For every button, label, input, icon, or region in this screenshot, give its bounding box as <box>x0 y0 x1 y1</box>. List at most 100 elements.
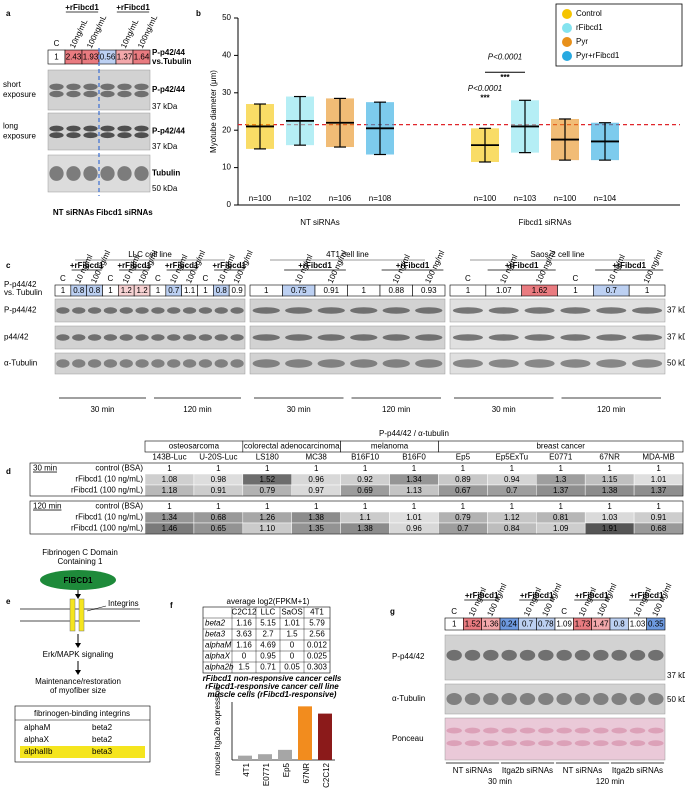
band <box>72 359 86 368</box>
n-label: n=106 <box>329 194 352 203</box>
band <box>350 307 378 314</box>
value: 0 <box>290 652 295 661</box>
integrin-name: beta2 <box>92 723 113 732</box>
band <box>632 307 663 314</box>
value: 1.52 <box>259 475 275 484</box>
ratio-value: 1.93 <box>83 53 99 62</box>
kda-label: 50 kDa <box>152 184 178 193</box>
ratio-value: 1 <box>466 286 471 295</box>
band <box>446 740 462 747</box>
group-label: NT siRNAs <box>53 208 95 217</box>
band <box>382 307 410 314</box>
value: 5.15 <box>260 619 276 628</box>
value: 1 <box>656 502 661 511</box>
ratio-value: 0.9 <box>232 286 244 295</box>
column-name: C2C12 <box>232 608 257 617</box>
value: 1 <box>461 464 466 473</box>
row-label: beta2 <box>205 619 226 628</box>
group-name: colorectal adenocarcinoma <box>244 442 340 451</box>
band <box>66 83 81 91</box>
ratio-value: 1.73 <box>575 620 591 629</box>
band <box>100 125 115 132</box>
kda-label: 37 kDa <box>667 671 685 680</box>
value: 1.18 <box>162 486 178 495</box>
band <box>135 359 149 368</box>
lane-label: 100ng/mL <box>136 13 159 50</box>
band <box>556 740 572 747</box>
y-tick-label: 30 <box>222 88 231 97</box>
band <box>501 727 517 734</box>
arrow-head <box>75 643 81 648</box>
band <box>574 740 591 747</box>
value: 0.67 <box>455 486 471 495</box>
value: 0.68 <box>211 513 227 522</box>
column-name: Ep5 <box>456 453 471 462</box>
band-label: Tubulin <box>152 169 180 178</box>
value: 0.98 <box>211 475 227 484</box>
band <box>83 83 98 91</box>
table-title: fibrinogen-binding integrins <box>34 709 130 718</box>
bar <box>318 713 332 760</box>
band <box>524 359 555 368</box>
value: 1.08 <box>162 475 178 484</box>
value: 0.96 <box>406 524 422 533</box>
ratio-value: 0.56 <box>100 53 116 62</box>
value: 0.05 <box>284 663 300 672</box>
band <box>593 649 609 661</box>
kda-label: 50 kDa <box>667 359 685 368</box>
value: 0.79 <box>259 486 275 495</box>
bar <box>238 755 252 760</box>
ratio-value: 1.62 <box>532 286 548 295</box>
legend-box <box>555 3 683 67</box>
band <box>452 359 483 368</box>
band <box>501 693 517 705</box>
row-label: rFibcd1 (100 ng/mL) <box>71 486 143 495</box>
block-title: 4T1 cell line <box>326 250 369 259</box>
lane-label: C <box>203 274 209 283</box>
blot <box>449 325 666 350</box>
rule <box>86 605 107 612</box>
band-label: P-p42/44 <box>152 127 185 136</box>
row-label: rFibcd1 (10 ng/mL) <box>75 475 143 484</box>
integrin-name: alphaM <box>24 723 51 732</box>
row-label: control (BSA) <box>95 464 143 473</box>
band <box>230 359 244 368</box>
arrow-head <box>75 670 81 675</box>
outcome-label: Maintenance/restoration <box>35 677 121 686</box>
block-frame <box>29 500 684 535</box>
panel-letter: g <box>390 607 395 616</box>
ratio-value: 0.8 <box>614 620 626 629</box>
band <box>538 727 554 734</box>
protein-shape <box>40 570 116 590</box>
band-label: Ponceau <box>392 734 424 743</box>
value: 1.13 <box>406 486 422 495</box>
band <box>83 132 98 139</box>
pathway-label: Erk/MAPK signaling <box>43 650 114 659</box>
band <box>596 307 627 314</box>
value: 1.10 <box>259 524 275 533</box>
value: 1.26 <box>259 513 275 522</box>
integrin-subunit <box>78 598 85 632</box>
band-label: P-p42/44 <box>152 85 185 94</box>
band <box>83 125 98 132</box>
band <box>446 693 462 705</box>
band <box>464 727 481 734</box>
value: 1 <box>559 464 564 473</box>
ratio-value: 1.36 <box>483 620 499 629</box>
blot <box>444 717 666 761</box>
band <box>167 359 181 368</box>
column-name: SaOS <box>281 608 302 617</box>
band <box>629 649 646 661</box>
kda-label: 37 kDa <box>667 333 685 342</box>
band <box>56 307 70 314</box>
ratio-value: 0.24 <box>501 620 517 629</box>
band <box>134 83 149 91</box>
y-axis-label: Myotube diameter (μm) <box>209 70 218 153</box>
band <box>119 334 133 341</box>
legend-label: Pyr <box>576 37 588 46</box>
band <box>151 359 165 368</box>
band <box>519 649 536 661</box>
lane-label: C <box>465 274 471 283</box>
band <box>648 693 664 705</box>
